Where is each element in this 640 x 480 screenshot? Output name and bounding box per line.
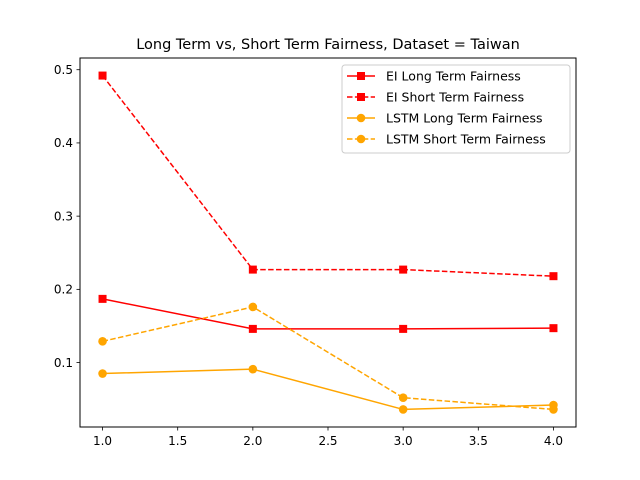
data-point bbox=[398, 405, 408, 414]
x-tick-label: 2.0 bbox=[243, 434, 262, 448]
series-markers bbox=[98, 71, 558, 414]
y-tick-label: 0.3 bbox=[54, 209, 73, 223]
legend-marker bbox=[357, 93, 365, 101]
x-tick-label: 1.5 bbox=[168, 434, 187, 448]
data-point bbox=[248, 364, 258, 374]
data-point bbox=[98, 337, 107, 346]
data-point bbox=[549, 405, 558, 414]
legend-label: EI Long Term Fairness bbox=[386, 69, 521, 84]
data-point bbox=[248, 265, 257, 274]
data-point bbox=[98, 71, 107, 80]
y-tick-label: 0.5 bbox=[54, 63, 73, 77]
y-axis: 0.1 0.2 0.3 0.4 0.5 bbox=[54, 63, 80, 370]
data-point bbox=[98, 369, 107, 378]
x-tick-label: 2.5 bbox=[318, 434, 337, 448]
series-line-3 bbox=[102, 306, 554, 411]
legend-marker bbox=[356, 134, 366, 144]
legend-label: EI Short Term Fairness bbox=[386, 90, 524, 105]
legend-marker bbox=[356, 113, 366, 123]
legend-marker bbox=[357, 72, 365, 80]
data-point bbox=[248, 302, 258, 312]
data-point bbox=[399, 324, 408, 333]
x-tick-label: 3.5 bbox=[469, 434, 488, 448]
chart-title: Long Term vs, Short Term Fairness, Datas… bbox=[136, 37, 520, 53]
x-tick-label: 1.0 bbox=[93, 434, 112, 448]
series-lines bbox=[101, 75, 554, 411]
y-tick-label: 0.4 bbox=[54, 136, 73, 150]
legend-label: LSTM Short Term Fairness bbox=[386, 132, 546, 147]
series-line-0 bbox=[102, 298, 554, 330]
data-point bbox=[398, 393, 408, 403]
series-line-2 bbox=[102, 368, 554, 411]
data-point bbox=[98, 294, 107, 303]
data-point bbox=[549, 324, 558, 333]
x-tick-label: 3.0 bbox=[394, 434, 413, 448]
data-point bbox=[549, 272, 558, 281]
legend-box bbox=[341, 64, 571, 154]
x-axis: 1.0 1.5 2.0 2.5 3.0 3.5 4.0 bbox=[93, 427, 563, 448]
data-point bbox=[399, 265, 408, 274]
x-tick-label: 4.0 bbox=[544, 434, 563, 448]
y-tick-label: 0.1 bbox=[54, 356, 73, 370]
y-tick-label: 0.2 bbox=[54, 283, 73, 297]
legend-label: LSTM Long Term Fairness bbox=[386, 111, 543, 126]
series-line-1 bbox=[101, 75, 554, 277]
data-point bbox=[248, 324, 257, 333]
legend: EI Long Term Fairness EI Short Term Fairn… bbox=[341, 64, 571, 154]
